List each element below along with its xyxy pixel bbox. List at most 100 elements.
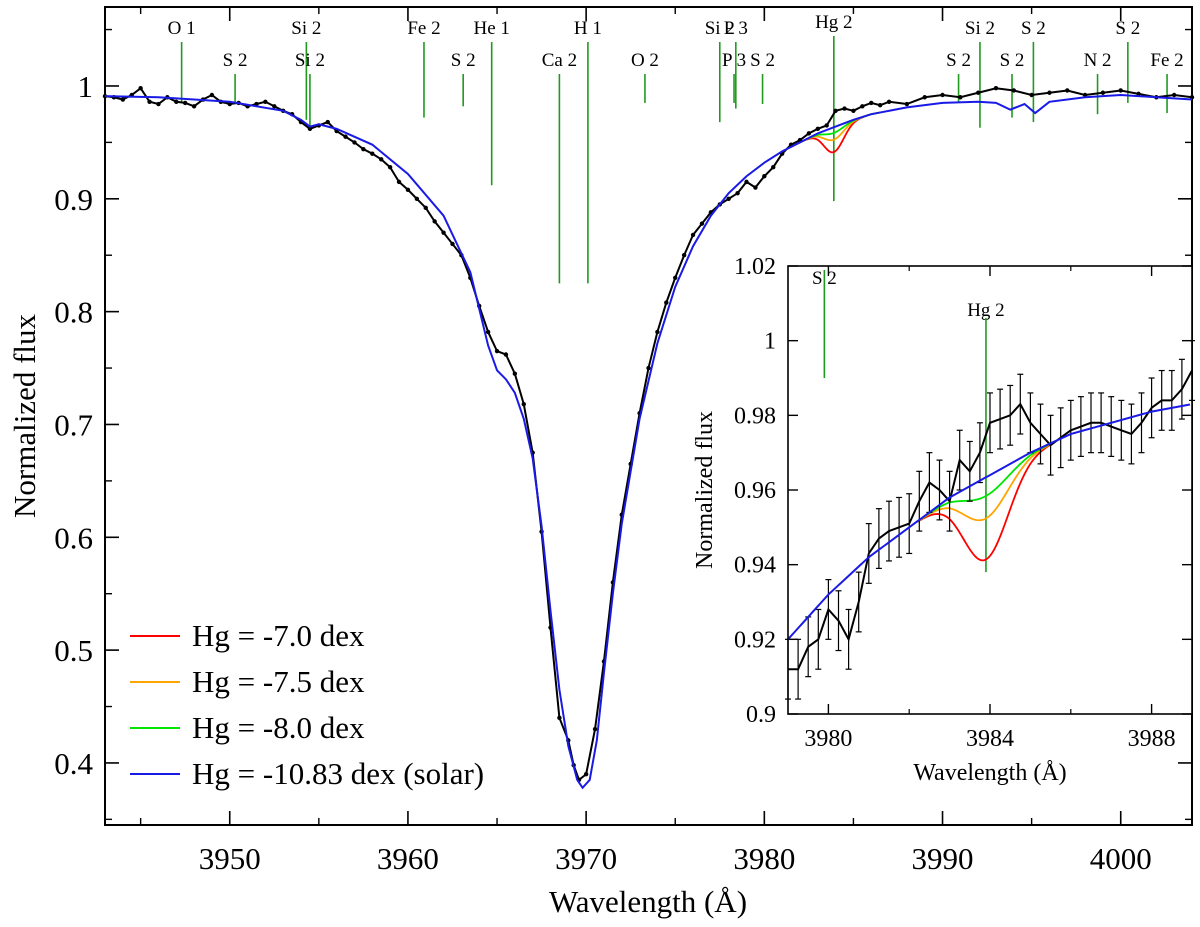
observed-point (138, 86, 143, 91)
observed-point (699, 221, 705, 226)
observed-point (307, 126, 313, 132)
observed-point (396, 179, 402, 185)
observed-point (1171, 92, 1177, 98)
main-x-axis-label: Wavelength (Å) (549, 884, 747, 919)
observed-point (842, 106, 847, 111)
observed-point (646, 365, 651, 371)
inset-observed-line (788, 370, 1193, 671)
observed-point (753, 185, 758, 190)
observed-point (361, 146, 366, 152)
observed-point (423, 205, 428, 211)
inset-y-tick-label: 1.02 (734, 254, 776, 280)
line-id-label: S 2 (1000, 50, 1025, 71)
line-id-label: P 3 (724, 18, 748, 39)
main-y-tick-label: 0.7 (54, 407, 93, 442)
line-id-label: S 2 (1021, 18, 1046, 39)
observed-point (860, 104, 865, 109)
line-id-label: O 2 (631, 50, 659, 71)
main-y-tick-label: 0.5 (54, 633, 93, 668)
inset-y-tick-label: 0.96 (734, 478, 776, 504)
line-id-label: Si 2 (705, 18, 735, 39)
main-x-tick-label: 3970 (555, 841, 617, 876)
inset-x-axis-label: Wavelength (Å) (913, 760, 1066, 786)
observed-point (387, 165, 393, 170)
observed-point (414, 196, 420, 202)
observed-point (592, 726, 598, 732)
observed-point (664, 300, 669, 305)
inset-x-tick-label: 3984 (966, 726, 1014, 752)
inset-model-line-hg-2 (916, 440, 1056, 523)
line-id-label: S 2 (1115, 18, 1140, 39)
line-id-label: P 3 (722, 50, 746, 71)
observed-point (681, 253, 687, 258)
legend-label: Hg = -10.83 dex (solar) (192, 756, 484, 791)
observed-point (726, 196, 731, 202)
observed-point (993, 86, 999, 91)
observed-point (120, 97, 126, 102)
line-id-label: He 1 (473, 18, 509, 39)
line-id-label: Si 2 (291, 18, 321, 39)
observed-point (450, 241, 455, 247)
observed-point (958, 95, 963, 100)
observed-point (174, 99, 179, 104)
observed-point (1100, 90, 1106, 95)
observed-point (441, 230, 446, 235)
observed-point (182, 100, 188, 106)
observed-point (655, 329, 660, 335)
inset-plot-frame (787, 265, 1193, 715)
line-id-label: Si 2 (295, 50, 325, 71)
inset-x-tick-label: 3980 (804, 726, 852, 752)
observed-point (147, 99, 152, 104)
observed-point (673, 275, 678, 280)
model-line-hg-1 (790, 111, 880, 148)
observed-point (370, 151, 375, 156)
line-id-label: S 2 (451, 50, 476, 71)
line-id-label: Ca 2 (542, 50, 577, 71)
observed-point (583, 772, 589, 777)
observed-point (833, 108, 838, 114)
inset-background (788, 266, 1192, 714)
observed-point (1189, 95, 1195, 100)
main-x-tick-label: 3980 (733, 841, 795, 876)
observed-point (325, 119, 330, 125)
inset-model-line-hg-0 (916, 441, 1056, 562)
observed-point (379, 157, 384, 162)
observed-point (815, 126, 820, 132)
observed-point (512, 371, 518, 376)
observed-point (405, 187, 411, 192)
line-id-label: Fe 2 (1150, 50, 1183, 71)
observed-point (762, 174, 767, 179)
observed-point (1065, 88, 1070, 93)
inset-model-line-solar (787, 403, 1191, 640)
model-line-solar (104, 94, 1193, 790)
observed-point (209, 92, 215, 98)
observed-point (503, 352, 509, 357)
observed-point (824, 123, 829, 128)
observed-point (690, 232, 696, 238)
observed-point (352, 140, 357, 145)
observed-point (263, 99, 268, 104)
line-id-label: S 2 (223, 50, 248, 71)
inset-y-tick-label: 0.92 (734, 627, 776, 653)
observed-point (191, 104, 197, 109)
inset-y-tick-label: 0.98 (734, 403, 776, 429)
line-id-label: Si 2 (965, 18, 995, 39)
legend-label: Hg = -7.0 dex (192, 618, 365, 653)
observed-point (272, 104, 277, 109)
line-id-label: Hg 2 (815, 12, 852, 33)
model-line-hg-2 (790, 111, 880, 148)
main-y-tick-label: 0.9 (54, 182, 93, 217)
main-plot-area: 3950 3960 3970 3980 3990 4000 0.4 0.5 0.6 0.7 0.8 0… (54, 7, 1195, 876)
line-id-label: O 1 (168, 18, 196, 39)
observed-point (1047, 90, 1052, 95)
observed-point (735, 190, 740, 196)
main-x-tick-label: 3950 (199, 841, 261, 876)
line-id-label: S 2 (946, 50, 971, 71)
observed-point (1136, 91, 1141, 97)
inset-x-tick-label: 3988 (1128, 726, 1176, 752)
line-id-label: Fe 2 (407, 18, 440, 39)
main-y-tick-label: 1 (78, 69, 94, 104)
observed-point (432, 219, 437, 224)
main-x-tick-label: 3960 (377, 841, 439, 876)
